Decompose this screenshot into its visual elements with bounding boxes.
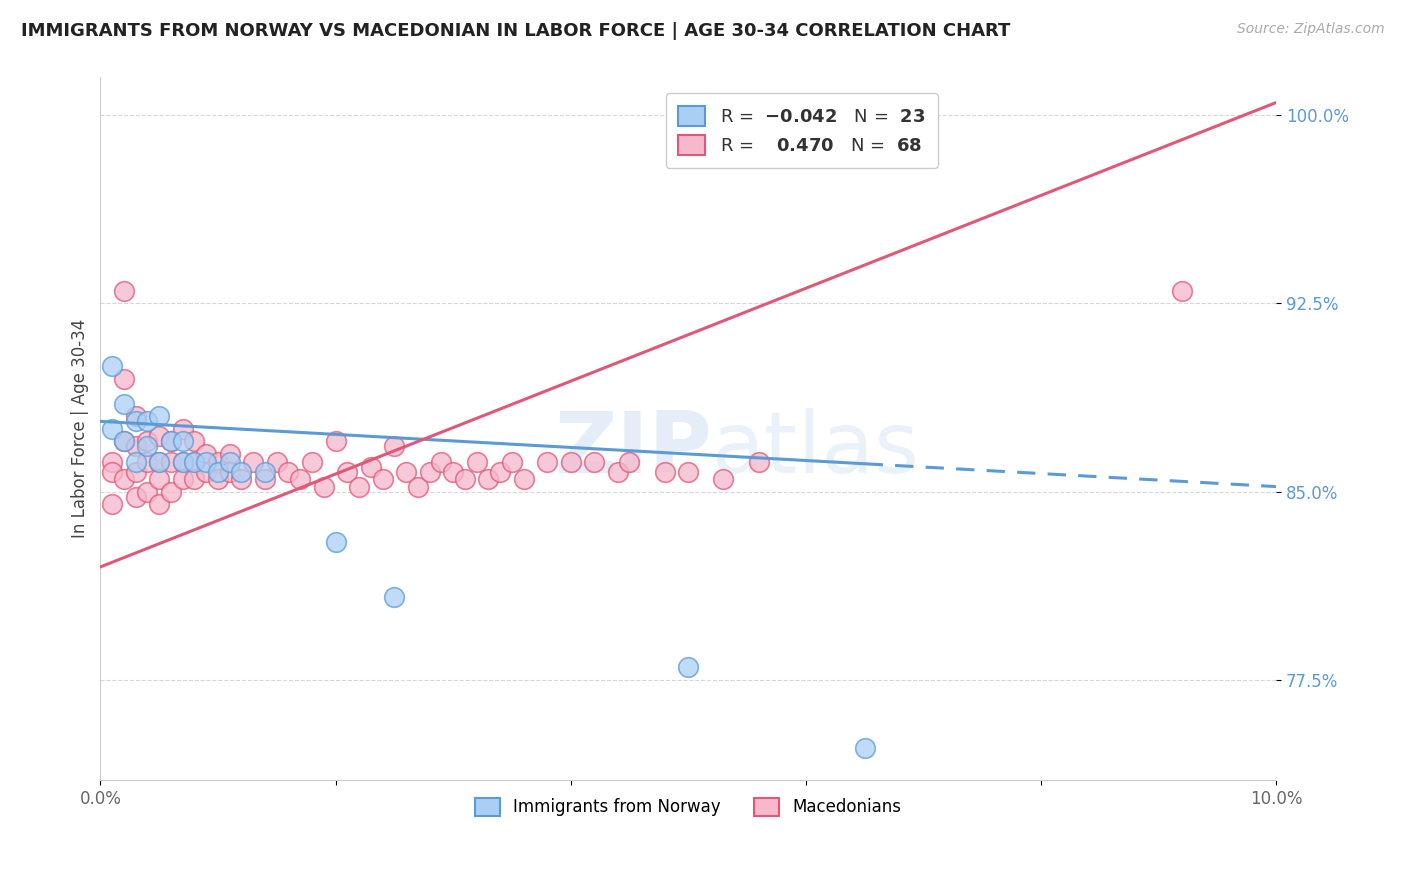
Point: [124, 409, 146, 424]
Point: [312, 480, 335, 494]
Point: [477, 472, 499, 486]
Point: [101, 497, 124, 511]
Point: [160, 454, 183, 468]
Point: [112, 434, 135, 449]
Point: [124, 454, 146, 468]
Point: [136, 439, 159, 453]
Point: [336, 465, 359, 479]
Point: [136, 434, 159, 449]
Point: [853, 740, 876, 755]
Point: [512, 472, 534, 486]
Point: [148, 454, 170, 468]
Point: [654, 465, 676, 479]
Point: [172, 454, 194, 468]
Point: [218, 447, 240, 461]
Point: [148, 472, 170, 486]
Point: [124, 465, 146, 479]
Point: [231, 465, 253, 479]
Point: [183, 434, 205, 449]
Point: [183, 454, 205, 468]
Point: [183, 454, 205, 468]
Point: [101, 359, 124, 373]
Point: [619, 454, 641, 468]
Point: [207, 454, 229, 468]
Point: [101, 422, 124, 436]
Point: [195, 447, 218, 461]
Point: [489, 465, 512, 479]
Text: ZIP: ZIP: [554, 409, 711, 491]
Point: [325, 534, 347, 549]
Point: [253, 465, 276, 479]
Point: [371, 472, 394, 486]
Point: [583, 454, 606, 468]
Point: [112, 472, 135, 486]
Text: Source: ZipAtlas.com: Source: ZipAtlas.com: [1237, 22, 1385, 37]
Point: [160, 434, 183, 449]
Point: [124, 490, 146, 504]
Point: [195, 454, 218, 468]
Point: [395, 465, 418, 479]
Y-axis label: In Labor Force | Age 30-34: In Labor Force | Age 30-34: [72, 319, 89, 539]
Point: [148, 429, 170, 443]
Point: [454, 472, 477, 486]
Point: [148, 454, 170, 468]
Point: [101, 454, 124, 468]
Point: [148, 497, 170, 511]
Point: [101, 465, 124, 479]
Legend: Immigrants from Norway, Macedonians: Immigrants from Norway, Macedonians: [467, 789, 910, 825]
Point: [382, 590, 405, 604]
Point: [231, 472, 253, 486]
Point: [325, 434, 347, 449]
Point: [124, 439, 146, 453]
Point: [112, 397, 135, 411]
Point: [536, 454, 558, 468]
Point: [266, 454, 288, 468]
Point: [253, 472, 276, 486]
Point: [148, 409, 170, 424]
Point: [207, 465, 229, 479]
Point: [406, 480, 429, 494]
Point: [172, 472, 194, 486]
Point: [136, 454, 159, 468]
Point: [748, 454, 770, 468]
Point: [301, 454, 323, 468]
Text: IMMIGRANTS FROM NORWAY VS MACEDONIAN IN LABOR FORCE | AGE 30-34 CORRELATION CHAR: IMMIGRANTS FROM NORWAY VS MACEDONIAN IN …: [21, 22, 1011, 40]
Point: [136, 484, 159, 499]
Point: [347, 480, 370, 494]
Point: [441, 465, 464, 479]
Point: [172, 454, 194, 468]
Point: [290, 472, 312, 486]
Point: [195, 465, 218, 479]
Point: [124, 414, 146, 428]
Point: [112, 434, 135, 449]
Point: [676, 465, 699, 479]
Point: [501, 454, 523, 468]
Point: [112, 372, 135, 386]
Point: [136, 414, 159, 428]
Point: [160, 434, 183, 449]
Point: [160, 484, 183, 499]
Point: [419, 465, 441, 479]
Point: [172, 434, 194, 449]
Point: [207, 472, 229, 486]
Point: [606, 465, 628, 479]
Point: [430, 454, 453, 468]
Point: [172, 422, 194, 436]
Point: [360, 459, 382, 474]
Point: [242, 454, 264, 468]
Text: atlas: atlas: [711, 409, 920, 491]
Point: [218, 454, 240, 468]
Point: [277, 465, 299, 479]
Point: [465, 454, 488, 468]
Point: [1171, 284, 1194, 298]
Point: [218, 465, 240, 479]
Point: [183, 472, 205, 486]
Point: [382, 439, 405, 453]
Point: [560, 454, 582, 468]
Point: [713, 472, 735, 486]
Point: [112, 284, 135, 298]
Point: [676, 660, 699, 674]
